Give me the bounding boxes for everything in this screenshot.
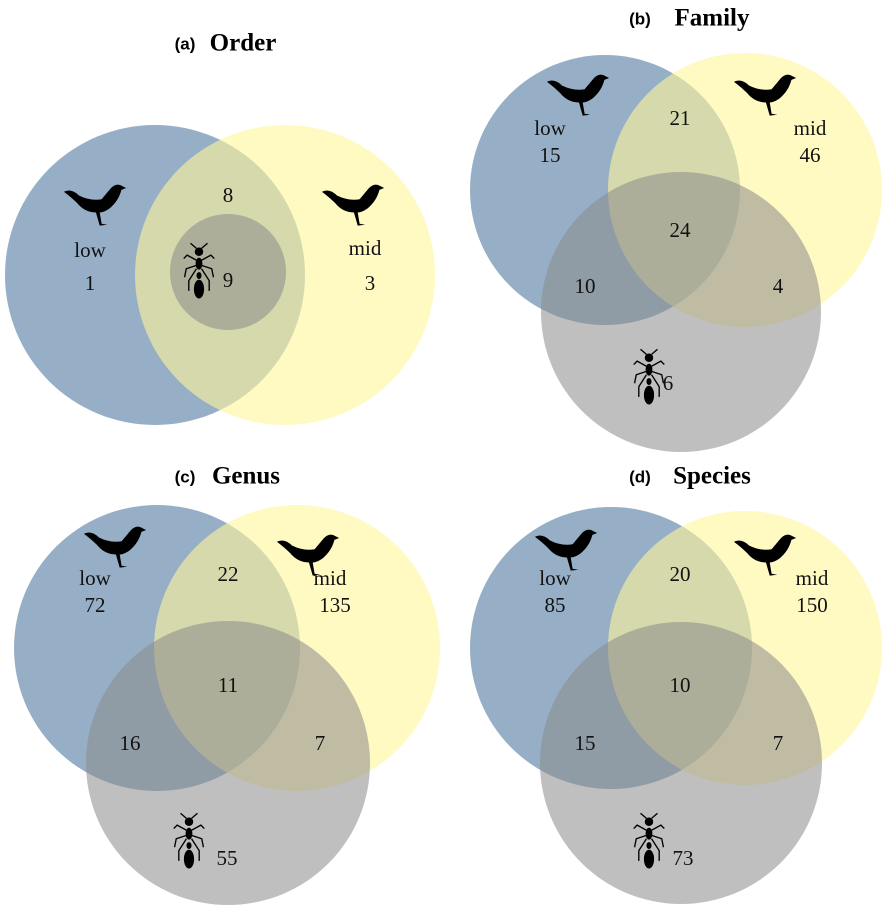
set-label: low <box>534 116 566 140</box>
set-count: 46 <box>800 143 821 167</box>
region-count: 6 <box>663 371 674 395</box>
region-count: 7 <box>773 731 784 755</box>
region-count: 7 <box>315 731 326 755</box>
panel-title: Species <box>673 463 751 490</box>
region-count: 24 <box>670 218 692 242</box>
set-count: 135 <box>319 593 351 617</box>
panel-tag: (d) <box>629 467 651 486</box>
venn-panel: (d) Species low 85 mid 150 20 10 15 7 73 <box>470 463 882 904</box>
region-count: 15 <box>575 731 596 755</box>
panel-tag: (c) <box>175 467 196 486</box>
panel-title: Genus <box>212 463 280 490</box>
set-circle <box>540 622 822 904</box>
region-count: 55 <box>217 846 238 870</box>
set-label: low <box>74 238 106 262</box>
set-count: 150 <box>796 593 828 617</box>
set-circle <box>541 172 821 452</box>
panel-tag: (b) <box>629 9 651 28</box>
set-count: 85 <box>545 593 566 617</box>
region-count: 10 <box>575 274 596 298</box>
region-count: 9 <box>223 268 234 292</box>
set-count: 72 <box>85 593 106 617</box>
set-label: mid <box>796 566 829 590</box>
set-count: 1 <box>85 271 96 295</box>
region-count: 8 <box>223 183 234 207</box>
set-label: mid <box>314 566 347 590</box>
panel-title: Order <box>210 30 277 57</box>
region-count: 21 <box>670 106 691 130</box>
set-label: low <box>539 566 571 590</box>
region-count: 22 <box>218 562 239 586</box>
region-count: 20 <box>670 562 691 586</box>
region-count: 16 <box>120 731 141 755</box>
region-count: 11 <box>218 673 238 697</box>
panel-title: Family <box>675 5 750 32</box>
set-count: 3 <box>365 271 376 295</box>
set-label: mid <box>349 236 382 260</box>
region-count: 10 <box>670 673 691 697</box>
venn-panel: (a) Order low 1 mid 3 8 9 <box>5 30 435 425</box>
venn-panel: (c) Genus low 72 mid 135 22 11 16 7 55 <box>14 463 440 905</box>
region-count: 73 <box>673 846 694 870</box>
set-count: 15 <box>540 143 561 167</box>
region-count: 4 <box>773 274 784 298</box>
set-circle <box>170 214 286 330</box>
set-circle <box>86 621 370 905</box>
set-label: low <box>79 566 111 590</box>
set-label: mid <box>794 116 827 140</box>
panel-tag: (a) <box>175 34 196 53</box>
